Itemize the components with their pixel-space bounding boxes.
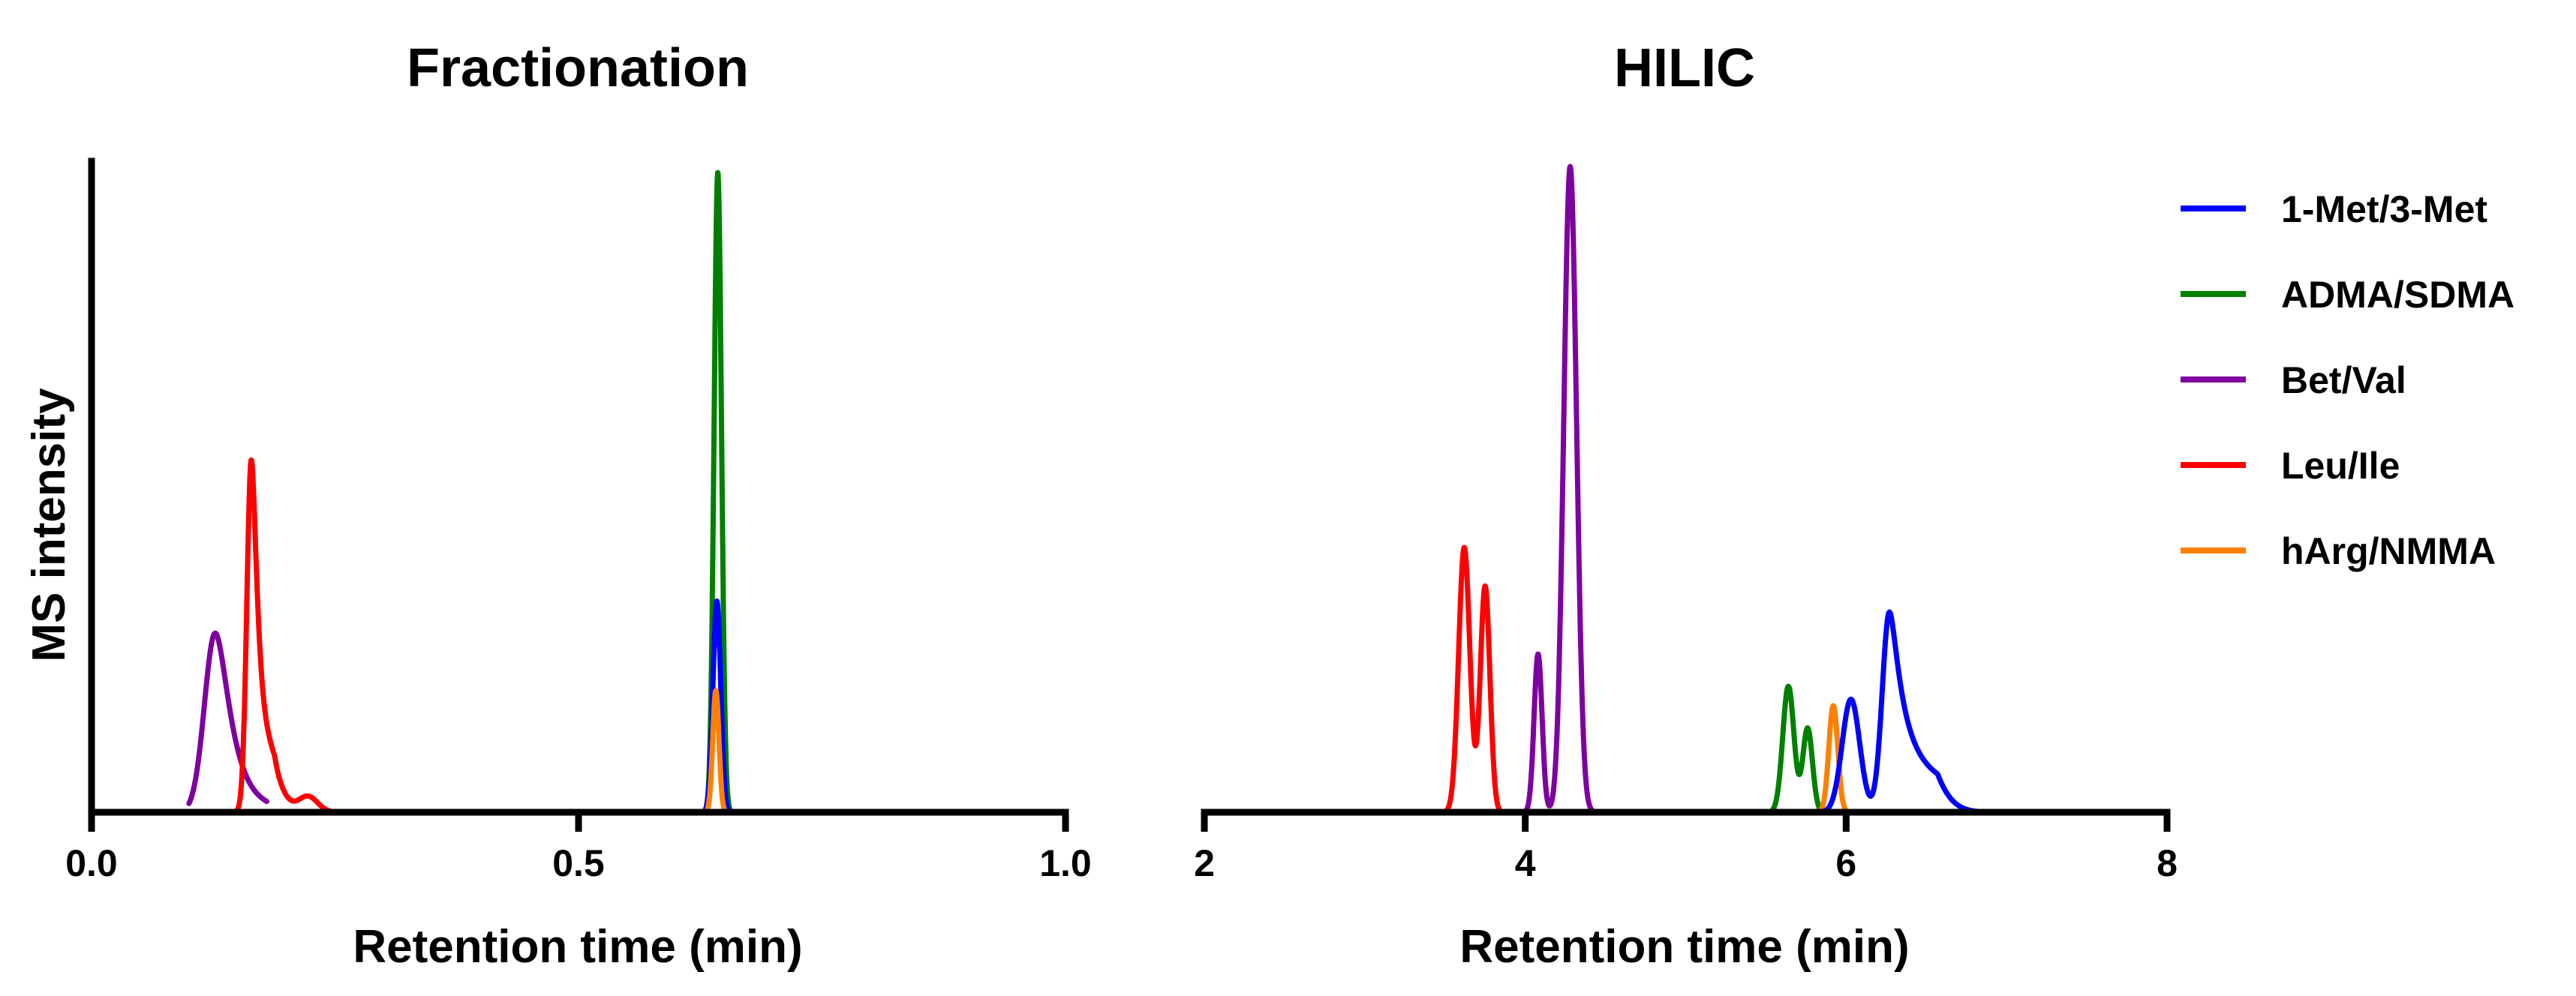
legend-label: 1-Met/3-Met [2281, 188, 2487, 230]
fractionation-panel: Fractionation 0.0 0.5 1.0 Retention time (… [23, 38, 1092, 973]
y-axis-label: MS intensity [23, 388, 75, 662]
fractionation-x-axis-label: Retention time (min) [353, 921, 802, 973]
series-line-bet-val [1506, 164, 1616, 815]
legend-label: Bet/Val [2281, 359, 2406, 401]
x-tick-label: 8 [2157, 842, 2178, 884]
hilic-panel: HILIC 2 4 6 8 Retention time (min) [1194, 38, 2178, 973]
x-tick-label: 0.5 [552, 842, 605, 884]
series-line-adma-sdma [1750, 683, 1836, 815]
fractionation-x-ticks: 0.0 0.5 1.0 [65, 812, 1092, 884]
legend: 1-Met/3-Met ADMA/SDMA Bet/Val Leu/Ile hArg/N… [2181, 188, 2514, 572]
fractionation-title: Fractionation [407, 38, 749, 98]
x-tick-label: 4 [1515, 842, 1536, 884]
series-line-harg-nmma [693, 688, 747, 815]
legend-label: ADMA/SDMA [2281, 274, 2514, 316]
hilic-series-group [1434, 164, 1985, 815]
x-tick-label: 2 [1194, 842, 1215, 884]
legend-label: hArg/NMMA [2281, 530, 2496, 572]
series-line-bet-val [186, 630, 270, 806]
x-tick-label: 0.0 [65, 842, 118, 884]
series-line-leu-ile [1434, 544, 1512, 815]
x-tick-label: 1.0 [1039, 842, 1092, 884]
hilic-x-ticks: 2 4 6 8 [1194, 812, 2178, 884]
series-line-adma-sdma [693, 170, 757, 815]
hilic-title: HILIC [1614, 38, 1755, 98]
fractionation-series-group [186, 170, 757, 815]
series-line-1-met-3-met [1811, 609, 1985, 815]
legend-label: Leu/Ile [2281, 445, 2400, 487]
x-tick-label: 6 [1835, 842, 1856, 884]
hilic-x-axis-label: Retention time (min) [1459, 921, 1909, 973]
